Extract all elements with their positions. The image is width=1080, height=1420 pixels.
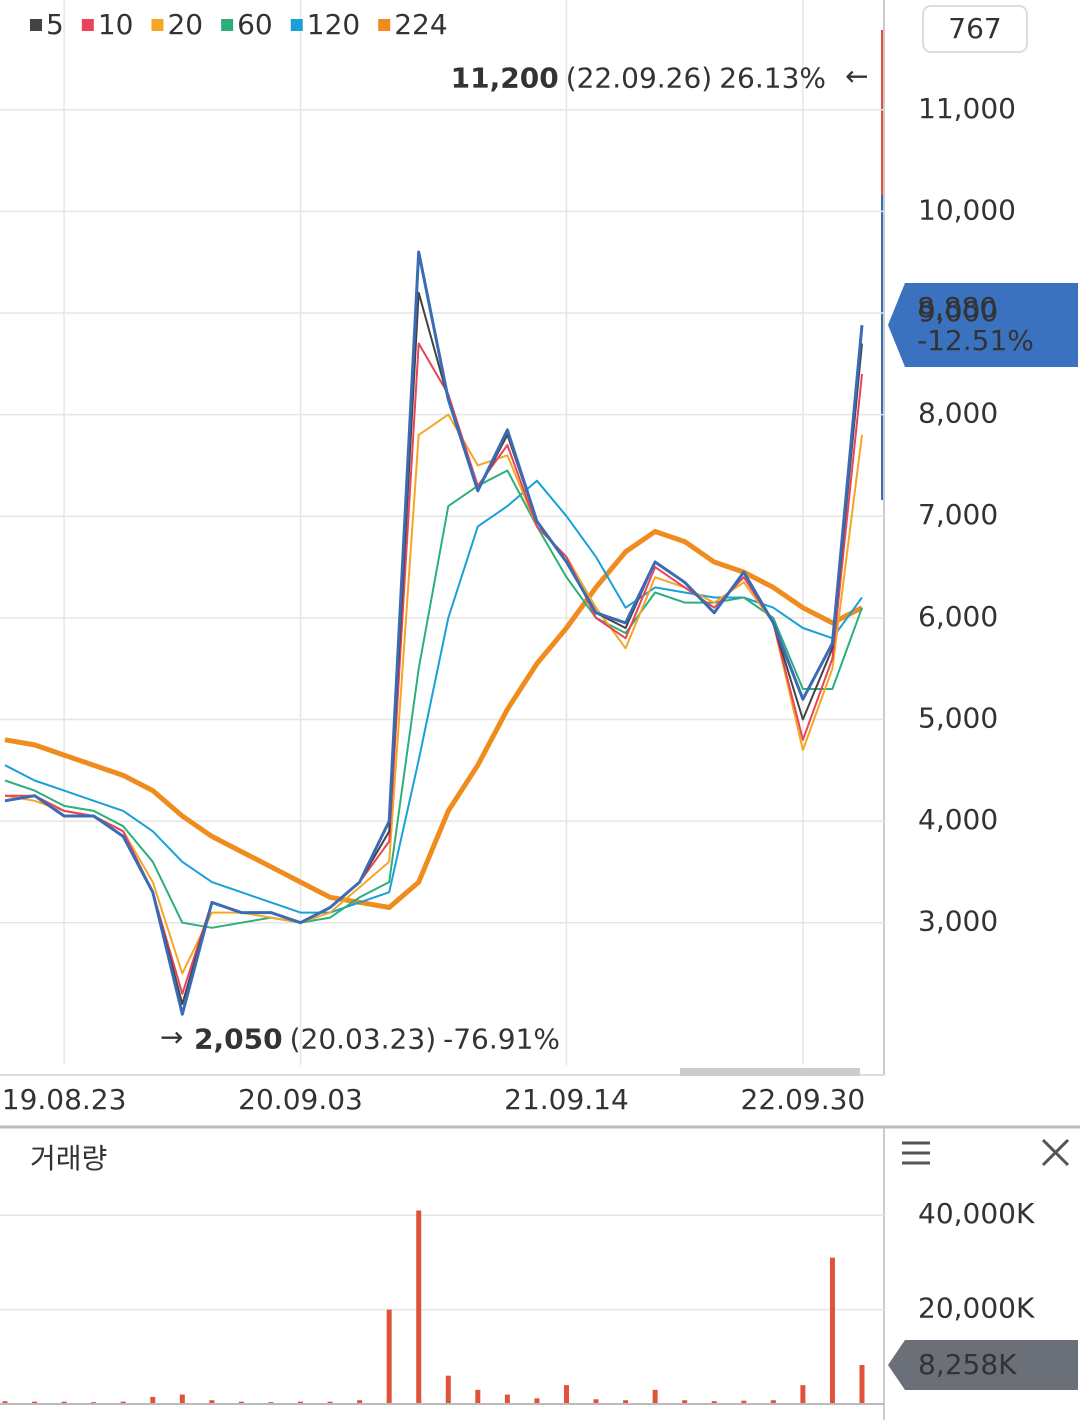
high-date: (22.09.26) [566,61,713,94]
volume-bar [150,1396,156,1404]
current-change: -12.51% [917,324,1034,357]
close-icon[interactable] [1041,1138,1070,1167]
menu-icon[interactable] [902,1141,930,1165]
y-tick-label: 11,000 [918,92,1016,125]
volume-bar [298,1401,304,1404]
y-tick-label: 7,000 [918,498,998,531]
y-tick-label: 3,000 [918,905,998,938]
legend-label: 60 [237,8,273,41]
y-tick-label: 6,000 [918,600,998,633]
low-change: -76.91% [443,1022,560,1055]
volume-bar [623,1400,629,1404]
badge-box [922,5,1028,53]
legend-swatch [30,19,42,31]
current-volume: 8,258K [918,1348,1017,1381]
y-tick-label: 5,000 [918,701,998,734]
volume-bar [120,1401,126,1404]
volume-bar [741,1400,747,1404]
volume-bar [475,1389,481,1404]
volume-bar [593,1399,599,1404]
volume-bar [829,1257,835,1404]
badge: 767 [948,12,1001,45]
high-change: 26.13% [719,61,826,94]
y-tick-label: 10,000 [918,193,1016,226]
current-price-box [888,283,1078,367]
volume-bar [800,1385,806,1404]
volume-bar [563,1385,569,1404]
moving-average-line [4,479,863,914]
price-line [4,250,864,1016]
low-arrow: → [160,1020,183,1053]
legend-swatch [290,19,303,31]
y-tick-label: 9,000 [918,295,998,328]
moving-average-line [4,413,863,975]
legend-swatch [151,19,164,31]
x-axis-band [0,1075,1080,1127]
volume-bar [209,1400,215,1404]
current-price: 8,880 [917,291,997,324]
legend-label: 10 [98,8,134,41]
low-date: (20.03.23) [290,1022,437,1055]
legend-label: 5 [46,8,64,41]
volume-bar [711,1401,717,1404]
y-tick-label: 8,000 [918,397,998,430]
volume-bar [61,1401,67,1404]
y-tick-label: 4,000 [918,803,998,836]
volume-bar [504,1394,510,1404]
low-annotation: 2,050 (20.03.23) -76.91% [194,1022,560,1055]
volume-bar [386,1309,392,1404]
volume-bar [859,1365,865,1404]
volume-bar [652,1389,658,1404]
moving-average-line [4,529,864,910]
scrollbar[interactable] [680,1068,860,1076]
x-tick-label: 20.09.03 [238,1083,363,1116]
volume-bar [770,1400,776,1404]
legend-swatch [378,19,391,31]
legend-swatch [81,19,94,31]
volume-title: 거래량 [30,1142,107,1175]
volume-bar [327,1401,333,1404]
y-tick-label: 20,000K [918,1292,1035,1325]
volume-bar [179,1394,185,1404]
low-label: 2,050 [194,1022,283,1055]
x-tick-label: 19.08.23 [2,1083,127,1116]
volume-bar [357,1400,363,1404]
volume-bar [2,1401,8,1404]
volume-bar [416,1210,422,1404]
x-tick-label: 22.09.30 [741,1083,866,1116]
volume-bar [445,1375,451,1404]
volume-bar [682,1400,688,1404]
current-volume-box [888,1340,1078,1390]
x-tick-label: 21.09.14 [504,1083,629,1116]
volume-bar [534,1398,540,1404]
high-label: 11,200 [451,61,559,94]
grid [0,0,884,1065]
y-tick-label: 40,000K [918,1197,1035,1230]
legend-label: 120 [307,8,360,41]
high-arrow: ← [845,59,868,92]
legend-swatch [221,19,234,31]
volume-bar [238,1401,244,1404]
high-annotation: 11,200 (22.09.26) 26.13% [451,61,826,94]
volume-bar [32,1401,38,1404]
legend-label: 224 [394,8,447,41]
legend-label: 20 [167,8,203,41]
